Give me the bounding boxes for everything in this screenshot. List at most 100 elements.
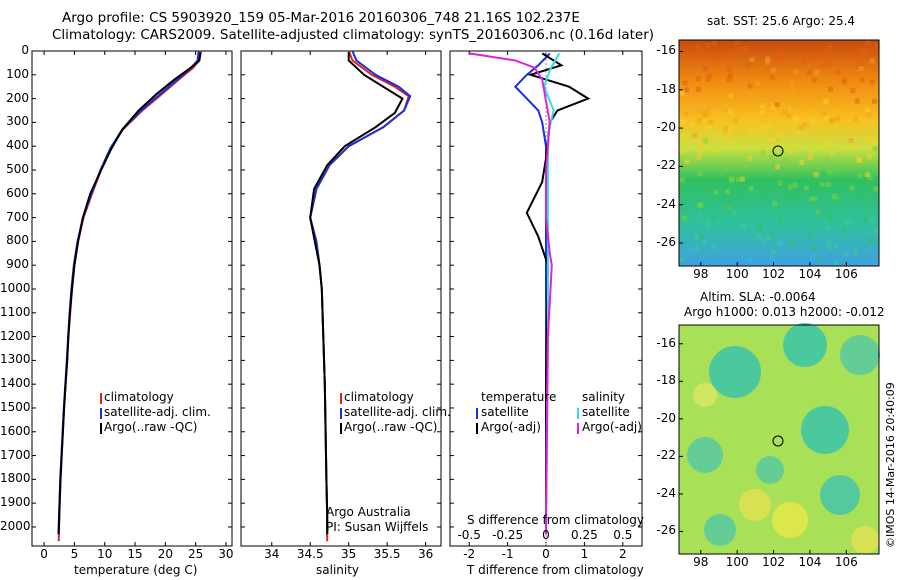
sst-pixel — [828, 117, 834, 123]
sst-pixel — [855, 163, 861, 168]
sst-pixel — [680, 132, 686, 138]
sst-pixel — [783, 157, 789, 163]
sst-pixel — [689, 121, 695, 127]
institution-line-1: Argo Australia — [326, 505, 411, 519]
sst-pixel — [747, 83, 753, 89]
sst-pixel — [770, 95, 776, 101]
sst-pixel — [867, 175, 873, 181]
sst-pixel — [865, 40, 871, 46]
sst-pixel — [833, 101, 838, 107]
sst-pixel — [827, 61, 833, 67]
sst-pixel — [728, 129, 734, 135]
sst-pixel — [684, 159, 690, 165]
sst-pixel — [826, 225, 831, 231]
sst-pixel — [861, 47, 867, 53]
sst-pixel — [801, 96, 806, 102]
sst-pixel — [745, 63, 751, 69]
sst-pixel — [746, 91, 752, 97]
sst-pixel — [765, 123, 771, 129]
sst-pixel — [833, 243, 839, 249]
map-x-tick-label: 106 — [834, 555, 858, 569]
diff-legend-temperature: temperature — [481, 390, 557, 404]
sst-pixel — [679, 148, 684, 154]
sst-pixel — [679, 90, 685, 96]
sst-pixel — [867, 154, 873, 160]
x-tick-label: 5 — [70, 547, 79, 561]
sst-pixel — [775, 91, 781, 96]
sst-pixel — [773, 54, 779, 60]
sst-pixel — [769, 154, 775, 160]
legend-swatch — [476, 423, 478, 434]
sst-pixel — [703, 66, 709, 72]
y-tick-label: 1800 — [0, 471, 31, 486]
sst-pixel — [707, 72, 713, 78]
sst-pixel — [821, 111, 827, 116]
temp-legend-climatology: climatology — [104, 390, 174, 404]
sst-pixel — [824, 141, 830, 147]
x-tick-label: 35 — [341, 547, 357, 561]
sst-pixel — [771, 104, 777, 110]
sst-pixel — [776, 133, 782, 139]
y-tick-label: 0 — [21, 43, 29, 57]
temperature-axes — [31, 50, 233, 547]
sst-pixel — [869, 58, 875, 64]
sst-pixel — [772, 201, 778, 206]
sst-pixel — [833, 198, 839, 204]
sst-pixel — [702, 138, 708, 144]
y-tick-label: 1400 — [0, 376, 31, 391]
sst-pixel — [700, 146, 706, 152]
legend-swatch — [476, 408, 478, 419]
sst-pixel — [682, 215, 687, 221]
sst-pixel — [697, 149, 703, 155]
salinity-axes — [240, 50, 442, 547]
sst-pixel — [725, 189, 731, 195]
sst-pixel — [785, 190, 791, 196]
credit-label: ©IMOS 14-Mar-2016 20:40:09 — [884, 382, 897, 548]
sst-pixel — [835, 69, 841, 75]
sla-anomaly — [772, 502, 808, 538]
sst-pixel — [712, 216, 718, 222]
sst-pixel — [716, 133, 722, 139]
sst-pixel — [695, 55, 701, 61]
sst-pixel — [807, 154, 813, 160]
sst-pixel — [859, 61, 865, 67]
series-line-climatology — [309, 50, 410, 542]
sst-pixel — [819, 181, 825, 187]
sst-pixel — [705, 76, 711, 82]
sst-pixel — [744, 163, 750, 169]
sst-pixel — [823, 99, 829, 105]
sst-pixel — [826, 45, 832, 51]
series-line-argo-raw-qc- — [57, 52, 202, 535]
sst-pixel — [812, 200, 818, 206]
y-tick-label: 1000 — [0, 280, 31, 295]
sst-map-title: sat. SST: 25.6 Argo: 25.4 — [707, 14, 856, 28]
x-tick-label: 0 — [40, 547, 48, 561]
legend-swatch — [340, 408, 342, 419]
sst-pixel — [713, 55, 719, 61]
sst-pixel — [825, 182, 831, 188]
sal-legend-climatology: climatology — [344, 390, 414, 404]
diff-legend-salinity: salinity — [582, 390, 626, 404]
sst-pixel — [696, 118, 702, 124]
map-y-tick-label: -24 — [656, 485, 676, 500]
sst-pixel — [853, 116, 859, 122]
sst-pixel — [769, 74, 775, 80]
sst-pixel — [811, 246, 817, 252]
sst-pixel — [705, 42, 711, 48]
diff-legend-s-satellite: satellite — [582, 405, 630, 419]
y-tick-label: 1900 — [0, 495, 31, 510]
x-tick-label-top: -0.25 — [492, 528, 524, 542]
sst-pixel — [710, 244, 716, 250]
sst-pixel — [861, 181, 867, 187]
sst-pixel — [696, 155, 702, 161]
sst-pixel — [756, 226, 762, 232]
sst-pixel — [698, 202, 704, 208]
sst-pixel — [723, 165, 729, 171]
institution-line-2: PI: Susan Wijffels — [326, 520, 429, 534]
sst-pixel — [739, 93, 745, 99]
map-y-tick-label: -24 — [656, 196, 676, 211]
sst-pixel — [705, 221, 711, 227]
sst-pixel — [734, 40, 740, 45]
sst-pixel — [820, 170, 826, 176]
sla-anomaly — [756, 456, 784, 484]
